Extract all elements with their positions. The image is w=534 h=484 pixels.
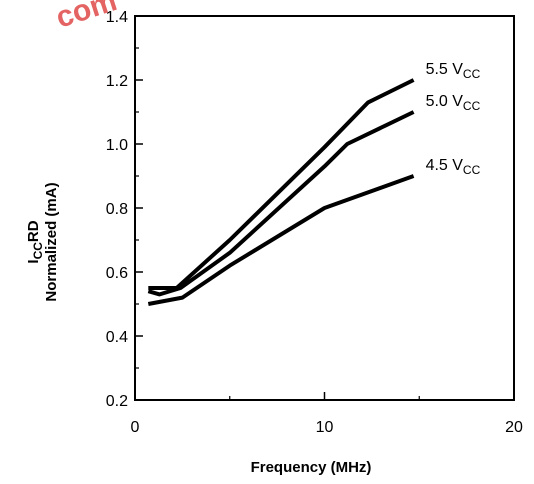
svg-text:ICCRD: ICCRD — [25, 220, 45, 263]
y-axis-title-sub: CC — [31, 242, 45, 260]
y-tick-label: 0.8 — [106, 201, 128, 218]
y-tick-label: 1.2 — [106, 73, 128, 90]
series-label-1: 5.0 VCC — [426, 93, 481, 113]
y-axis-title-tail: RD — [25, 220, 42, 242]
y-tick-label: 0.4 — [106, 329, 128, 346]
series-labels: 5.5 VCC 5.0 VCC 4.5 VCC — [426, 61, 481, 177]
series-line-1 — [147, 110, 415, 297]
x-axis-title: Frequency (MHz) — [251, 459, 372, 476]
axis-ticks: 0.2 0.4 0.6 0.8 1.0 1.2 1.4 0 10 20 — [106, 9, 523, 436]
series-lines — [147, 78, 415, 306]
x-tick-label: 10 — [316, 419, 334, 436]
y-tick-label: 1.4 — [106, 9, 128, 26]
series-label-2: 4.5 VCC — [426, 157, 481, 177]
y-tick-label: 0.6 — [106, 265, 128, 282]
series-line-2 — [147, 174, 415, 306]
x-tick-label: 20 — [505, 419, 523, 436]
y-axis-title-line2: Normalized (mA) — [43, 182, 60, 301]
y-axis-title: ICCRD Normalized (mA) — [25, 182, 60, 301]
y-tick-label: 0.2 — [106, 393, 128, 410]
y-tick-label: 1.0 — [106, 137, 128, 154]
y-axis-title-main: I — [25, 259, 42, 263]
series-label-0: 5.5 VCC — [426, 61, 481, 81]
series-line-0 — [148, 78, 415, 290]
x-tick-label: 0 — [131, 419, 140, 436]
